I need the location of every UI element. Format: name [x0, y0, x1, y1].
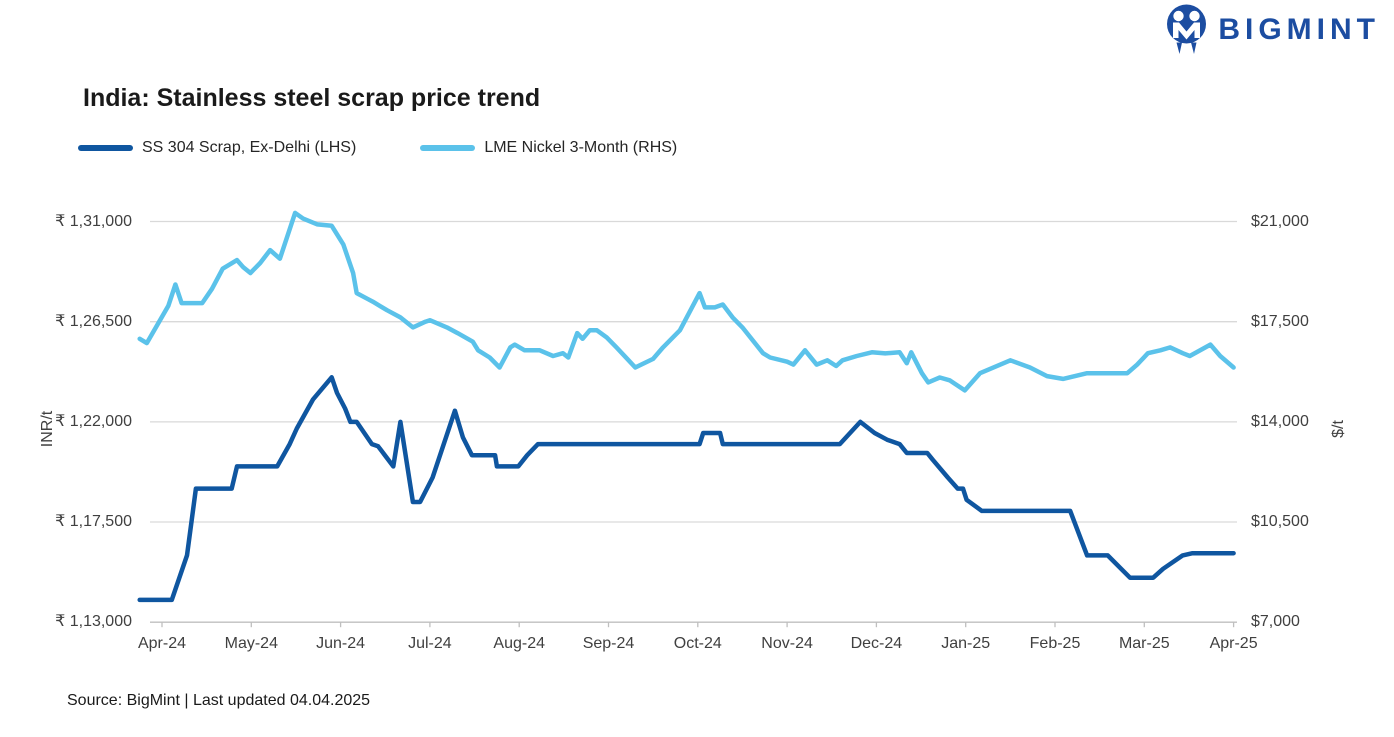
x-tick-label: Apr-24: [137, 635, 187, 652]
series-line-nickel: [137, 210, 1236, 393]
x-tick-label: Dec-24: [850, 635, 903, 652]
x-tick-label: May-24: [224, 635, 278, 652]
legend-swatch-nickel: [420, 145, 476, 151]
y-left-tick-label: ₹ 1,31,000: [55, 212, 132, 230]
x-tick-label: Jun-24: [316, 635, 366, 652]
y-right-tick-label: $10,500: [1251, 513, 1309, 531]
x-tick-label: Oct-24: [673, 635, 722, 652]
legend-label-nickel: LME Nickel 3-Month (RHS): [484, 139, 678, 156]
legend-item-ss304: SS 304 Scrap, Ex-Delhi (LHS): [78, 139, 356, 157]
bigmint-logo-text: BIGMINT: [1218, 13, 1380, 46]
left-axis-title: INR/t: [39, 410, 57, 448]
y-left-tick-label: ₹ 1,22,000: [55, 412, 132, 430]
legend-swatch-ss304: [78, 145, 133, 151]
x-tick-label: Aug-24: [493, 635, 545, 652]
y-left-tick-label: ₹ 1,26,500: [55, 312, 132, 330]
x-tick-label: Mar-25: [1118, 635, 1170, 652]
y-right-tick-label: $21,000: [1251, 212, 1309, 230]
x-tick-label: Jul-24: [408, 635, 452, 652]
x-tick-label: Nov-24: [761, 635, 813, 652]
y-right-tick-label: $7,000: [1251, 613, 1300, 631]
bigmint-logo-icon: [1167, 4, 1207, 54]
legend-item-nickel: LME Nickel 3-Month (RHS): [420, 139, 677, 157]
right-axis-title: $/t: [1329, 420, 1347, 438]
bigmint-logo: BIGMINT: [1164, 3, 1380, 57]
chart-legend: SS 304 Scrap, Ex-Delhi (LHS) LME Nickel …: [78, 139, 677, 157]
chart-title: India: Stainless steel scrap price trend: [83, 84, 541, 112]
source-note: Source: BigMint | Last updated 04.04.202…: [67, 692, 371, 709]
x-tick-label: Sep-24: [582, 635, 635, 652]
legend-label-ss304: SS 304 Scrap, Ex-Delhi (LHS): [142, 139, 357, 156]
y-right-tick-label: $17,500: [1251, 312, 1309, 330]
x-tick-label: Feb-25: [1029, 635, 1081, 652]
y-left-tick-label: ₹ 1,13,000: [55, 613, 132, 631]
y-left-tick-label: ₹ 1,17,500: [55, 513, 132, 531]
y-right-tick-label: $14,000: [1251, 412, 1309, 430]
x-tick-label: Apr-25: [1209, 635, 1258, 652]
x-tick-label: Jan-25: [941, 635, 991, 652]
series-line-ss304: [137, 375, 1236, 603]
